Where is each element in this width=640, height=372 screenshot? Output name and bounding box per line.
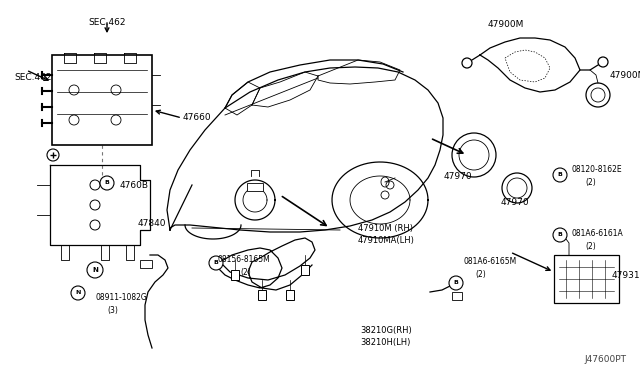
- Text: SEC.462: SEC.462: [88, 18, 125, 27]
- Text: 47900MA: 47900MA: [610, 71, 640, 80]
- Bar: [140, 260, 152, 268]
- Text: SEC.462: SEC.462: [14, 74, 51, 83]
- Bar: [247, 183, 263, 191]
- Text: 47660: 47660: [183, 113, 212, 122]
- Text: B: B: [104, 180, 109, 186]
- Text: 08911-1082G: 08911-1082G: [96, 294, 148, 302]
- Text: (2): (2): [585, 179, 596, 187]
- Text: 47840: 47840: [138, 218, 166, 228]
- Bar: [554, 255, 619, 303]
- Text: 47970: 47970: [444, 172, 472, 181]
- Text: 081A6-6161A: 081A6-6161A: [572, 230, 624, 238]
- Text: 47931M: 47931M: [612, 272, 640, 280]
- Text: B: B: [557, 232, 563, 237]
- Bar: [231, 270, 239, 280]
- Circle shape: [100, 176, 114, 190]
- Circle shape: [209, 256, 223, 270]
- Bar: [286, 290, 294, 300]
- Text: B: B: [557, 173, 563, 177]
- Text: 081A6-6165M: 081A6-6165M: [464, 257, 517, 266]
- Text: 08156-8165M: 08156-8165M: [218, 256, 271, 264]
- Text: 4760B: 4760B: [120, 180, 149, 189]
- Text: B: B: [214, 260, 218, 266]
- Text: (3): (3): [107, 305, 118, 314]
- Text: 47910M (RH): 47910M (RH): [358, 224, 413, 232]
- Text: 38210G(RH): 38210G(RH): [360, 326, 412, 334]
- Text: B: B: [454, 280, 458, 285]
- Circle shape: [553, 168, 567, 182]
- Text: 47970: 47970: [500, 198, 529, 207]
- Text: 38210H(LH): 38210H(LH): [360, 337, 410, 346]
- Circle shape: [449, 276, 463, 290]
- Circle shape: [71, 286, 85, 300]
- Text: N: N: [92, 267, 98, 273]
- Text: 47910MA(LH): 47910MA(LH): [358, 235, 415, 244]
- Bar: [52, 55, 152, 145]
- Text: J47600PT: J47600PT: [584, 356, 626, 365]
- Text: (2): (2): [585, 243, 596, 251]
- Text: 47900M: 47900M: [488, 20, 524, 29]
- Bar: [452, 292, 462, 300]
- Bar: [301, 265, 309, 275]
- Circle shape: [553, 228, 567, 242]
- Text: (2): (2): [475, 269, 486, 279]
- Bar: [258, 290, 266, 300]
- Text: 08120-8162E: 08120-8162E: [572, 166, 623, 174]
- Text: N: N: [76, 291, 81, 295]
- Text: (2): (2): [240, 267, 251, 276]
